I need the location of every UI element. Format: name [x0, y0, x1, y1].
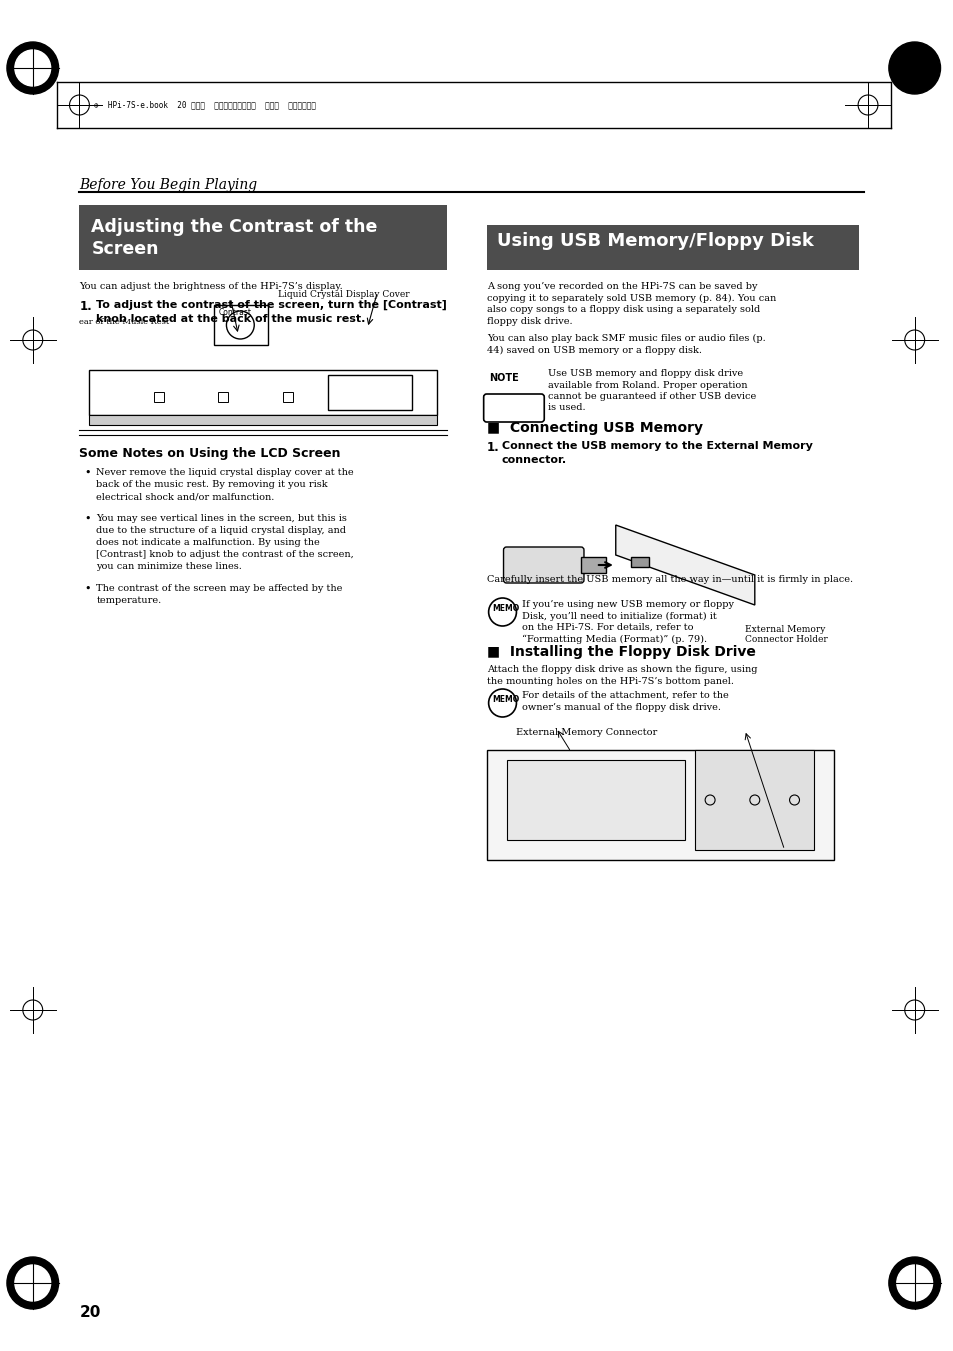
- Text: you can minimize these lines.: you can minimize these lines.: [96, 562, 242, 571]
- Circle shape: [888, 42, 940, 95]
- Text: ■  Connecting USB Memory: ■ Connecting USB Memory: [486, 422, 702, 435]
- Text: Attach the floppy disk drive as shown the figure, using: Attach the floppy disk drive as shown th…: [486, 665, 757, 674]
- Bar: [506, 761, 684, 840]
- Text: Liquid Crystal Display Cover: Liquid Crystal Display Cover: [277, 290, 409, 299]
- Text: Disk, you’ll need to initialize (format) it: Disk, you’ll need to initialize (format)…: [522, 612, 717, 620]
- Text: 1.: 1.: [486, 440, 498, 454]
- Text: NOTE: NOTE: [488, 373, 517, 382]
- Text: available from Roland. Proper operation: available from Roland. Proper operation: [548, 381, 747, 389]
- Bar: [218, 392, 228, 403]
- Text: Before You Begin Playing: Before You Begin Playing: [79, 178, 257, 192]
- Text: Connect the USB memory to the External Memory: Connect the USB memory to the External M…: [501, 440, 812, 451]
- Text: You can also play back SMF music files or audio files (p.: You can also play back SMF music files o…: [486, 334, 764, 343]
- Text: cannot be guaranteed if other USB device: cannot be guaranteed if other USB device: [548, 392, 756, 401]
- FancyBboxPatch shape: [486, 226, 859, 270]
- Text: You may see vertical lines in the screen, but this is: You may see vertical lines in the screen…: [96, 513, 347, 523]
- Text: Never remove the liquid crystal display cover at the: Never remove the liquid crystal display …: [96, 467, 354, 477]
- Text: floppy disk drive.: floppy disk drive.: [486, 316, 572, 326]
- Text: Adjusting the Contrast of the: Adjusting the Contrast of the: [91, 218, 377, 236]
- Text: If you’re using new USB memory or floppy: If you’re using new USB memory or floppy: [522, 600, 734, 609]
- Bar: [695, 750, 814, 850]
- Text: A song you’ve recorded on the HPi-7S can be saved by: A song you’ve recorded on the HPi-7S can…: [486, 282, 757, 290]
- Circle shape: [888, 1256, 940, 1309]
- Text: •: •: [84, 513, 91, 524]
- Text: temperature.: temperature.: [96, 596, 161, 605]
- Text: owner’s manual of the floppy disk drive.: owner’s manual of the floppy disk drive.: [522, 703, 720, 712]
- FancyBboxPatch shape: [79, 205, 446, 270]
- Text: due to the structure of a liquid crystal display, and: due to the structure of a liquid crystal…: [96, 526, 346, 535]
- Bar: [213, 305, 268, 345]
- Text: Use USB memory and floppy disk drive: Use USB memory and floppy disk drive: [548, 369, 742, 378]
- Bar: [580, 557, 605, 573]
- Text: •: •: [84, 467, 91, 478]
- FancyBboxPatch shape: [486, 750, 833, 861]
- Text: back of the music rest. By removing it you risk: back of the music rest. By removing it y…: [96, 480, 328, 489]
- Circle shape: [7, 1256, 58, 1309]
- Text: 1.: 1.: [79, 300, 92, 313]
- Bar: [90, 370, 436, 415]
- Text: on the HPi-7S. For details, refer to: on the HPi-7S. For details, refer to: [522, 623, 693, 632]
- Text: Contrast: Contrast: [218, 308, 252, 317]
- FancyBboxPatch shape: [503, 547, 583, 584]
- FancyBboxPatch shape: [483, 394, 543, 422]
- Text: External Memory Connector: External Memory Connector: [516, 728, 657, 738]
- Text: is used.: is used.: [548, 404, 585, 412]
- Text: [Contrast] knob to adjust the contrast of the screen,: [Contrast] knob to adjust the contrast o…: [96, 550, 354, 559]
- Text: Some Notes on Using the LCD Screen: Some Notes on Using the LCD Screen: [79, 447, 340, 459]
- Circle shape: [896, 1265, 932, 1301]
- Text: •: •: [84, 584, 91, 594]
- Text: You can adjust the brightness of the HPi-7S’s display.: You can adjust the brightness of the HPi…: [79, 282, 343, 290]
- Text: copying it to separately sold USB memory (p. 84). You can: copying it to separately sold USB memory…: [486, 293, 775, 303]
- Text: “Formatting Media (Format)” (p. 79).: “Formatting Media (Format)” (p. 79).: [522, 635, 707, 644]
- Text: 44) saved on USB memory or a floppy disk.: 44) saved on USB memory or a floppy disk…: [486, 346, 700, 354]
- Bar: [90, 415, 436, 426]
- Text: Screen: Screen: [91, 240, 159, 258]
- Text: the mounting holes on the HPi-7S’s bottom panel.: the mounting holes on the HPi-7S’s botto…: [486, 677, 733, 685]
- Bar: [328, 376, 412, 409]
- Circle shape: [15, 1265, 51, 1301]
- Text: Carefully insert the USB memory all the way in—until it is firmly in place.: Carefully insert the USB memory all the …: [486, 576, 852, 584]
- Text: MEMO: MEMO: [492, 604, 519, 613]
- Text: ■  Installing the Floppy Disk Drive: ■ Installing the Floppy Disk Drive: [486, 644, 755, 659]
- Text: To adjust the contrast of the screen, turn the [Contrast]: To adjust the contrast of the screen, tu…: [96, 300, 447, 311]
- Text: Using USB Memory/Floppy Disk: Using USB Memory/Floppy Disk: [497, 232, 813, 250]
- Text: For details of the attachment, refer to the: For details of the attachment, refer to …: [522, 690, 728, 700]
- Bar: [630, 557, 648, 567]
- Text: electrical shock and/or malfunction.: electrical shock and/or malfunction.: [96, 492, 274, 501]
- Circle shape: [7, 42, 58, 95]
- Text: External Memory
Connector Holder: External Memory Connector Holder: [744, 626, 827, 644]
- Text: ear of the Music Rest: ear of the Music Rest: [79, 317, 170, 326]
- Text: does not indicate a malfunction. By using the: does not indicate a malfunction. By usin…: [96, 538, 320, 547]
- Bar: [283, 392, 293, 403]
- Text: ⊕  HPi-7S-e.book  20 ページ  ２００８年４月２日  水曜日  午前９時４分: ⊕ HPi-7S-e.book 20 ページ ２００８年４月２日 水曜日 午前９…: [94, 100, 316, 109]
- Text: knob located at the back of the music rest.: knob located at the back of the music re…: [96, 313, 365, 324]
- Polygon shape: [615, 526, 754, 605]
- Text: 20: 20: [79, 1305, 101, 1320]
- Text: The contrast of the screen may be affected by the: The contrast of the screen may be affect…: [96, 584, 342, 593]
- Text: MEMO: MEMO: [492, 694, 519, 704]
- Text: also copy songs to a floppy disk using a separately sold: also copy songs to a floppy disk using a…: [486, 305, 760, 313]
- Bar: [153, 392, 164, 403]
- Circle shape: [15, 50, 51, 86]
- Text: connector.: connector.: [501, 455, 566, 465]
